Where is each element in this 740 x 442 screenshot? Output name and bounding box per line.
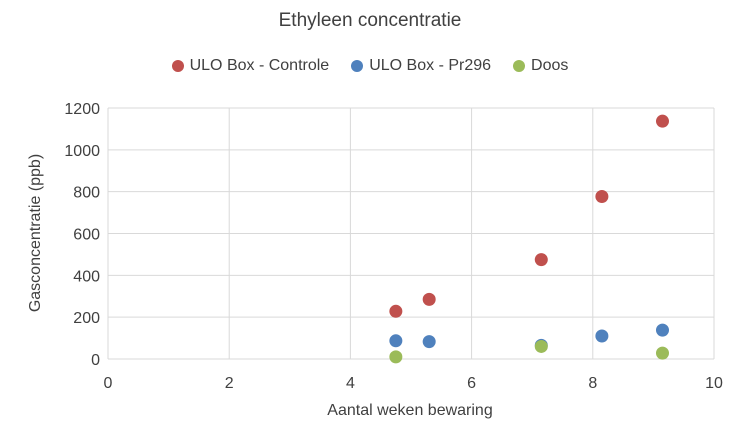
data-point-series-1 [595, 189, 609, 203]
data-point-series-3 [389, 350, 403, 364]
data-point-series-2 [422, 335, 436, 349]
y-tick-label: 1000 [64, 143, 100, 160]
legend-item-controle: ULO Box - Controle [171, 57, 330, 75]
x-tick-label: 4 [346, 375, 355, 392]
x-tick-label: 0 [104, 375, 113, 392]
data-point-series-1 [655, 114, 669, 128]
data-point-series-1 [389, 304, 403, 318]
legend-marker-controle [171, 60, 184, 72]
legend-item-doos: Doos [513, 57, 568, 75]
y-tick-label: 600 [73, 227, 100, 244]
y-tick-label: 0 [91, 352, 100, 369]
data-point-series-2 [655, 323, 669, 337]
data-point-series-2 [595, 329, 609, 343]
legend-label-controle: ULO Box - Controle [189, 57, 330, 74]
x-tick-label: 8 [588, 375, 597, 392]
data-point-series-1 [534, 253, 548, 267]
data-points [389, 114, 669, 364]
y-tick-label: 800 [73, 185, 100, 202]
data-point-series-2 [389, 334, 403, 348]
x-axis-label: Aantal weken bewaring [327, 402, 492, 419]
gridlines [107, 107, 715, 360]
x-tick-label: 10 [705, 375, 723, 392]
data-point-series-3 [655, 346, 669, 360]
y-tick-label: 200 [73, 310, 100, 327]
x-tick-label: 6 [467, 375, 476, 392]
tick-labels: 0 200 400 600 800 1000 1200 0 2 4 6 8 10 [64, 101, 723, 392]
legend-marker-pr296 [351, 60, 364, 72]
y-tick-label: 400 [73, 268, 100, 285]
x-tick-label: 2 [225, 375, 234, 392]
y-axis-label: Gasconcentratie (ppb) [27, 154, 44, 312]
legend-label-pr296: ULO Box - Pr296 [369, 57, 492, 74]
legend-item-pr296: ULO Box - Pr296 [351, 57, 491, 75]
legend: ULO Box - Controle ULO Box - Pr296 Doos [0, 57, 740, 75]
y-tick-label: 1200 [64, 101, 100, 118]
legend-marker-doos [513, 60, 526, 72]
legend-label-doos: Doos [531, 57, 569, 74]
data-point-series-1 [422, 292, 436, 306]
chart-title: Ethyleen concentratie [278, 10, 462, 31]
data-point-series-3 [534, 339, 548, 353]
